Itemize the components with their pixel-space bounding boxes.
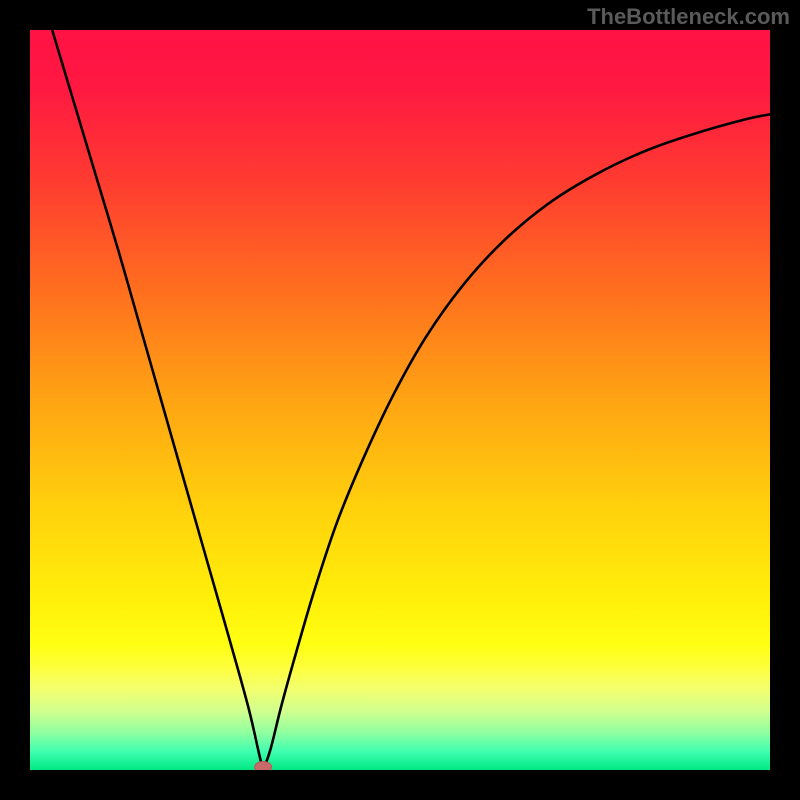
- watermark-text: TheBottleneck.com: [587, 4, 790, 30]
- optimal-point-marker: [255, 762, 272, 771]
- chart-frame: TheBottleneck.com: [0, 0, 800, 800]
- bottleneck-chart: [30, 30, 770, 770]
- plot-area: [30, 30, 770, 770]
- gradient-background: [30, 30, 770, 770]
